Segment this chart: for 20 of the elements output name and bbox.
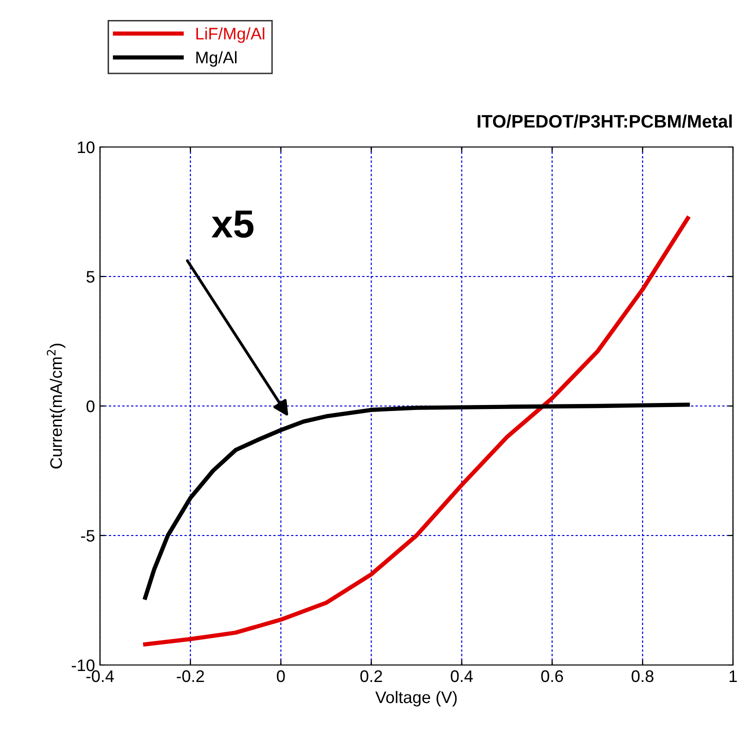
legend-label: LiF/Mg/Al (196, 27, 264, 43)
x-tick-label: 0.6 (541, 670, 563, 682)
x-tick-label: -0.4 (86, 670, 114, 682)
y-axis-title: Current(mA/cm$^{2}$) (46, 344, 66, 468)
y-tick-label: 0 (86, 400, 94, 412)
x-axis-title: Voltage (V) (375, 690, 457, 706)
x-tick-label: -0.2 (176, 670, 204, 682)
y-tick-label: -10 (72, 659, 94, 672)
line-series (143, 402, 690, 600)
y-tick-label: 10 (78, 141, 94, 154)
x-tick-label: 0.2 (360, 670, 382, 682)
y-tick-label: 5 (86, 271, 94, 283)
chart-title: ITO/PEDOT/P3HT:PCBM/Metal (478, 114, 732, 128)
x-tick-label: 0 (276, 670, 285, 682)
legend-label: Mg/Al (196, 51, 236, 67)
x-tick-label: 0.4 (450, 670, 473, 682)
annotation: x5 (212, 210, 254, 238)
y-tick-label: -5 (81, 530, 94, 542)
x-tick-label: 0.8 (632, 670, 654, 682)
x-tick-label: 1 (730, 670, 737, 682)
